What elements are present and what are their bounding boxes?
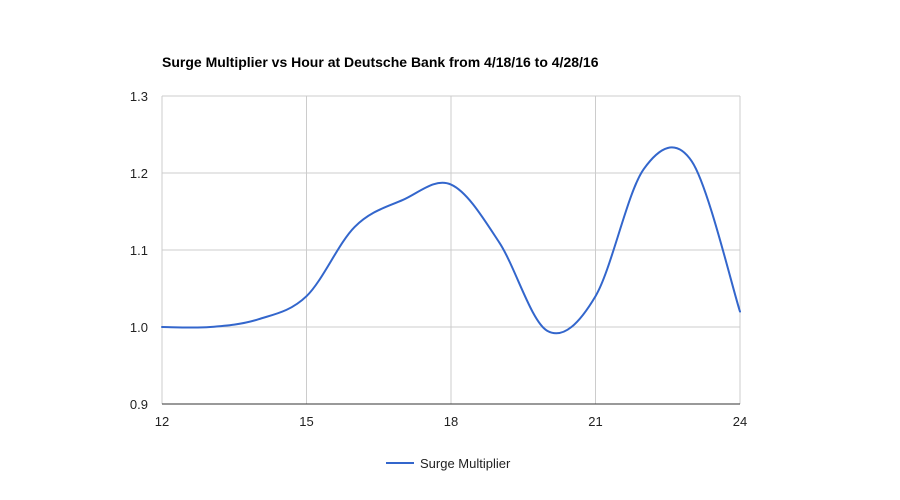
x-tick-label: 24 bbox=[733, 414, 747, 429]
y-tick-label: 1.3 bbox=[130, 89, 148, 104]
x-tick-label: 21 bbox=[588, 414, 602, 429]
legend: Surge Multiplier bbox=[386, 456, 511, 471]
series-layer bbox=[161, 146, 741, 335]
chart-title: Surge Multiplier vs Hour at Deutsche Ban… bbox=[162, 54, 599, 70]
y-tick-label: 1.0 bbox=[130, 320, 148, 335]
y-tick-label: 1.2 bbox=[130, 166, 148, 181]
legend-label: Surge Multiplier bbox=[420, 456, 511, 471]
x-tick-label: 18 bbox=[444, 414, 458, 429]
x-tick-label: 15 bbox=[299, 414, 313, 429]
x-tick-label: 12 bbox=[155, 414, 169, 429]
series-line bbox=[161, 146, 741, 335]
y-tick-label: 1.1 bbox=[130, 243, 148, 258]
y-tick-label: 0.9 bbox=[130, 397, 148, 412]
grid bbox=[161, 95, 741, 404]
axes: 0.9 1.0 1.1 1.2 1.3 12 15 18 21 24 bbox=[130, 89, 747, 429]
